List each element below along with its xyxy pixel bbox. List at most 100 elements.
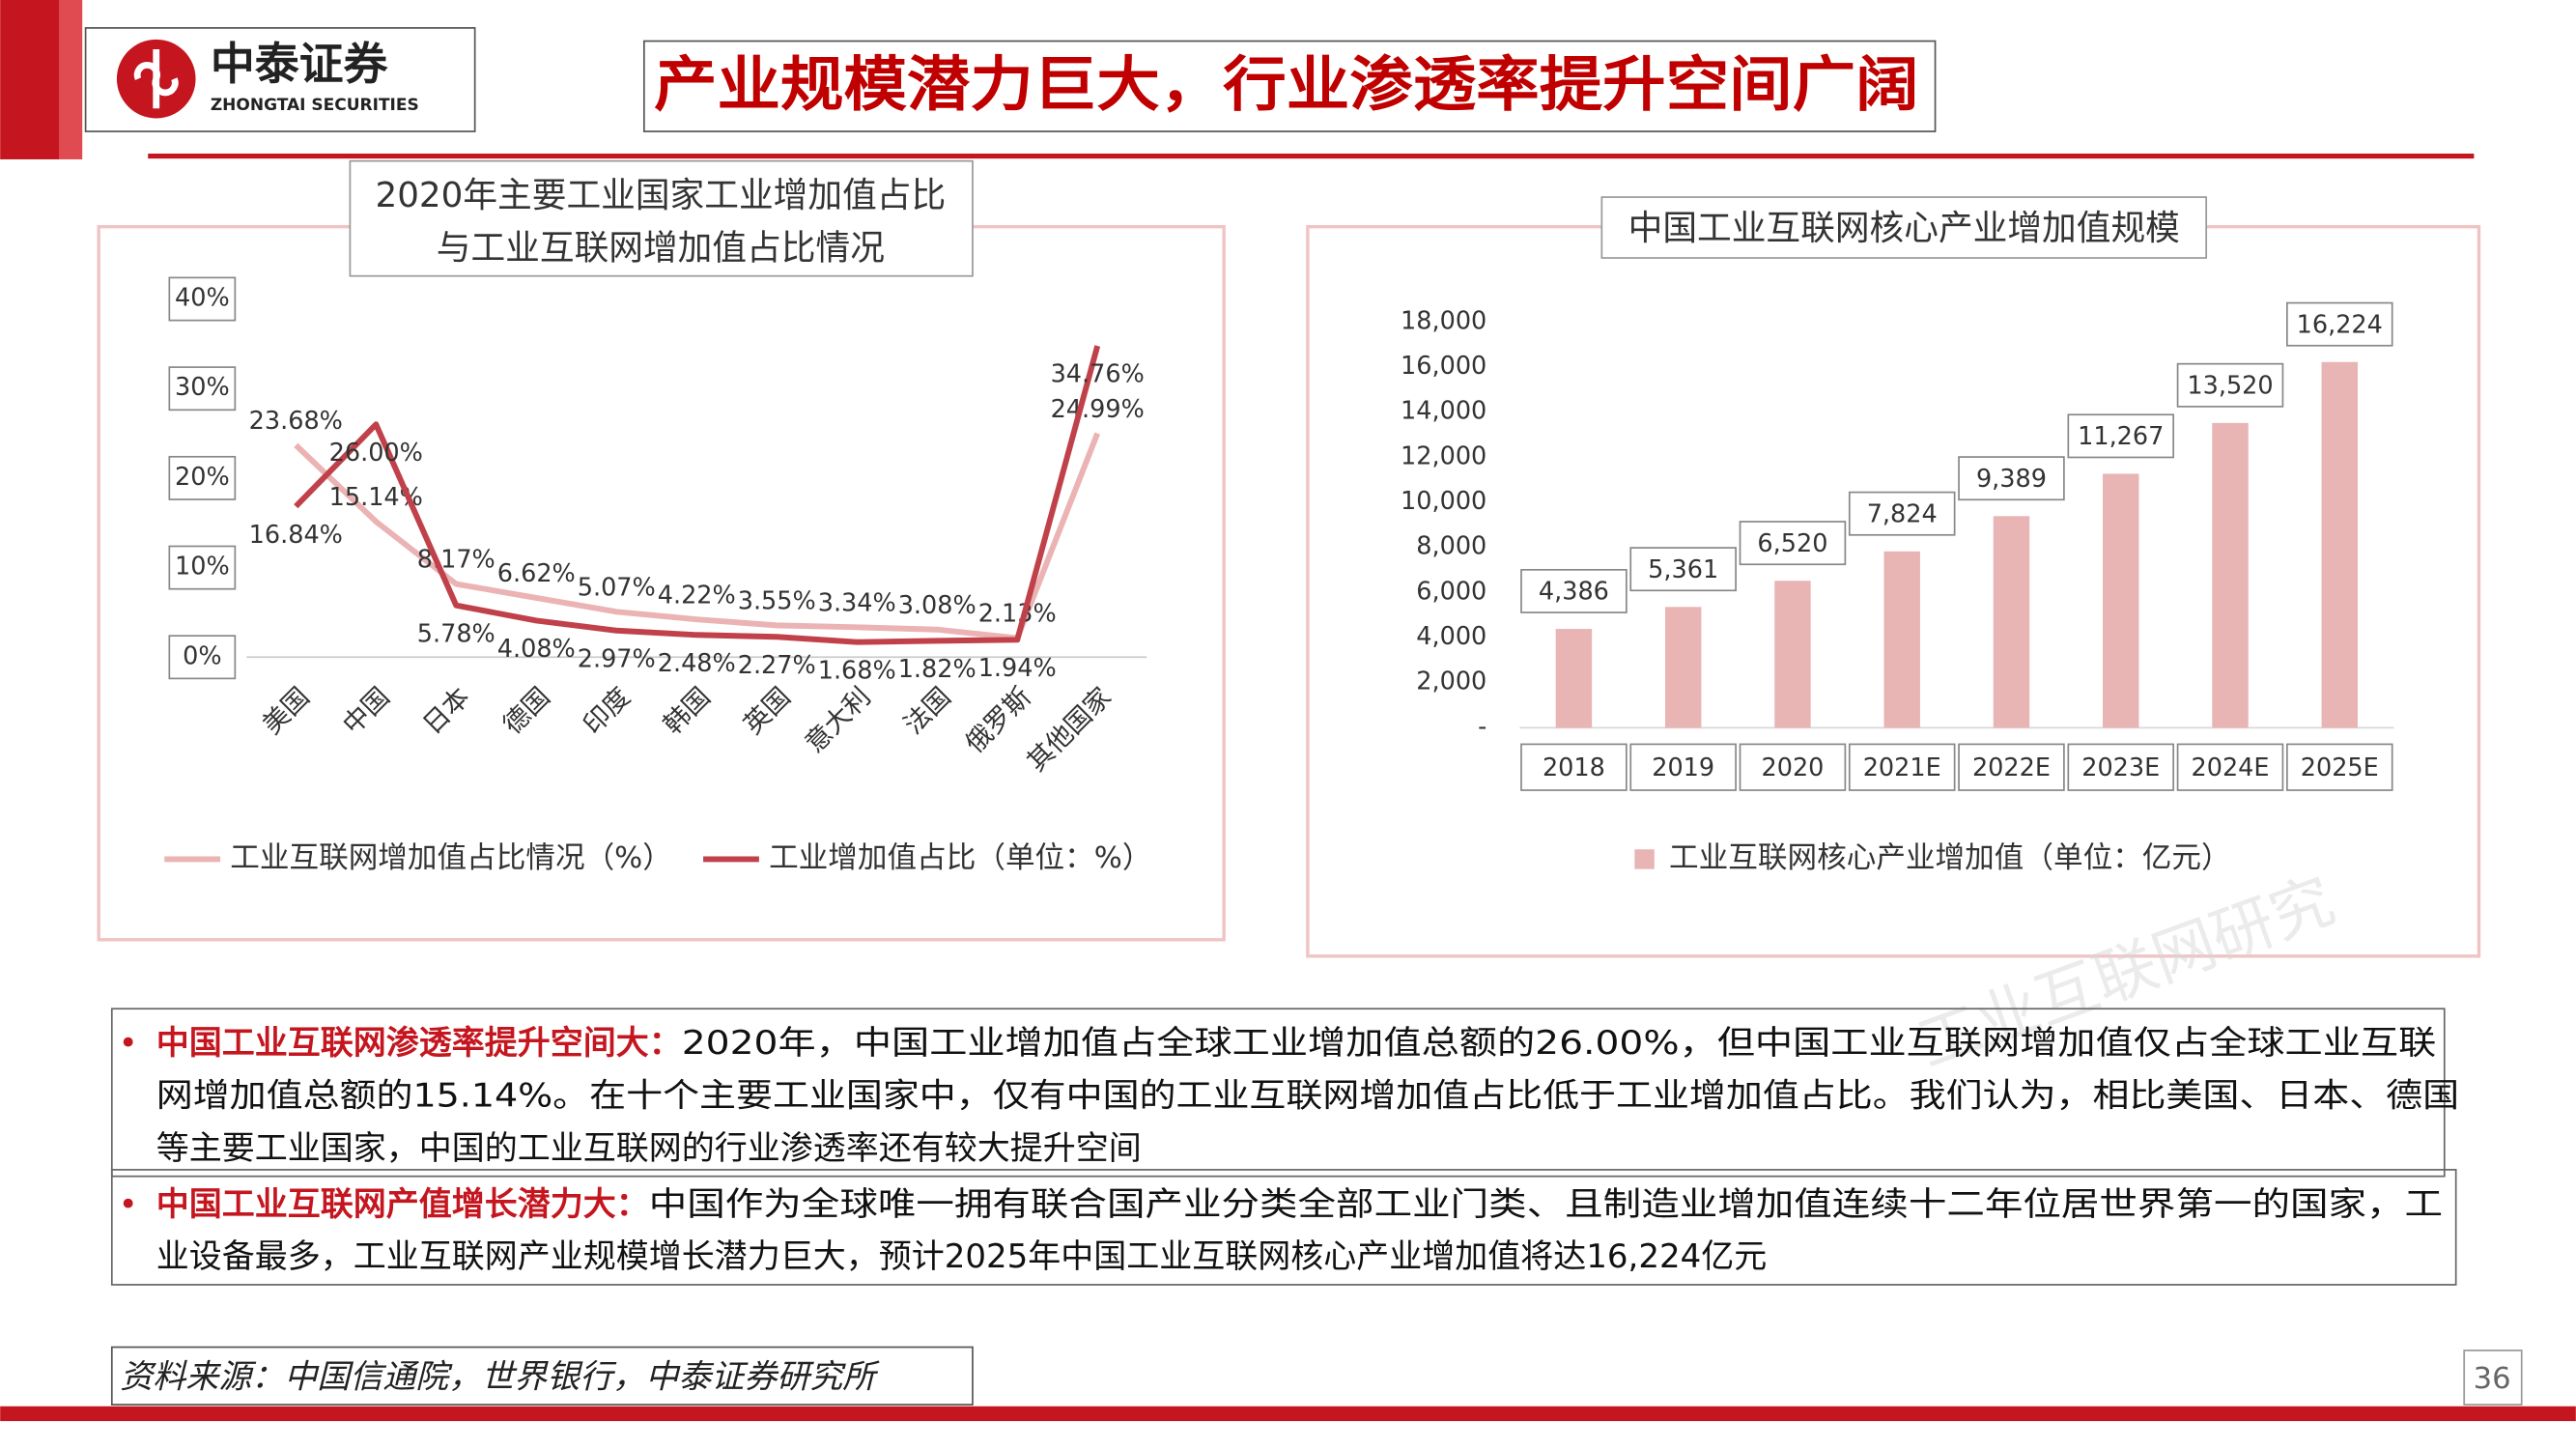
x-tick-label: 2019 xyxy=(1652,753,1714,782)
y-tick-label: 20% xyxy=(175,463,230,492)
data-label: 5,361 xyxy=(1648,555,1718,584)
data-label: 4,386 xyxy=(1539,578,1609,607)
page-number-box xyxy=(2463,1350,2523,1406)
bullet-text: 等主要工业国家，中国的工业互联网的行业渗透率还有较大提升空间 xyxy=(156,1129,1142,1168)
y-tick-label: 10,000 xyxy=(1401,487,1486,516)
bullet-heading: 中国工业互联网渗透率提升空间大： xyxy=(156,1024,682,1063)
bullet-text: 中国作为全球唯一拥有联合国产业分类全部工业门类、且制造业增加值连续十二年位居世界… xyxy=(649,1185,2443,1224)
x-tick-box xyxy=(1958,743,2065,791)
data-label: 11,267 xyxy=(2078,422,2164,451)
y-tick-box xyxy=(168,635,237,680)
x-tick-box xyxy=(1848,743,1956,791)
data-label-box xyxy=(2286,301,2393,347)
data-label: 34.76% xyxy=(1051,360,1145,389)
y-tick-label: - xyxy=(1478,712,1486,741)
x-tick-label: 2023E xyxy=(2081,753,2160,782)
data-label-box xyxy=(1520,568,1628,613)
data-label: 2.13% xyxy=(978,600,1057,629)
data-label: 24.99% xyxy=(1051,395,1145,424)
x-tick-box xyxy=(1520,743,1628,791)
x-tick-label: 2022E xyxy=(1972,753,2051,782)
data-label: 5.07% xyxy=(578,573,656,602)
data-label: 5.78% xyxy=(417,619,495,648)
data-label-box xyxy=(2176,362,2284,408)
legend-label: 工业增加值占比（单位：%） xyxy=(769,841,1151,875)
x-tick-box xyxy=(2176,743,2284,791)
x-tick-label: 2018 xyxy=(1543,753,1605,782)
data-label: 16.84% xyxy=(249,521,343,550)
series-line xyxy=(294,432,1100,641)
data-label: 6.62% xyxy=(497,559,576,588)
bullet-dot: • xyxy=(119,1024,138,1063)
data-label: 6,520 xyxy=(1757,529,1827,558)
bullet-text: 2020年，中国工业增加值占全球工业增加值总额的26.00%，但中国工业互联网增… xyxy=(682,1024,2437,1063)
bullet-heading: 中国工业互联网产值增长潜力大： xyxy=(156,1185,649,1224)
source-box xyxy=(110,1346,974,1406)
y-tick-label: 0% xyxy=(183,641,221,670)
data-label-box xyxy=(1848,491,1956,536)
data-label: 3.08% xyxy=(898,591,977,620)
x-tick-label: 2021E xyxy=(1863,753,1941,782)
data-label: 7,824 xyxy=(1867,499,1938,528)
data-label-box xyxy=(1739,521,1847,566)
x-tick-box xyxy=(2286,743,2393,791)
title-box xyxy=(642,40,1937,132)
data-label: 1.82% xyxy=(898,655,977,684)
bar xyxy=(1664,607,1702,728)
y-tick-box xyxy=(168,276,237,322)
data-label: 13,520 xyxy=(2187,371,2273,400)
bullet-text: 业设备最多，工业互联网产业规模增长潜力巨大，预计2025年中国工业互联网核心产业… xyxy=(156,1237,1768,1276)
legend-label: 工业互联网核心产业增加值（单位：亿元） xyxy=(1669,841,2231,875)
chart-title-box xyxy=(349,159,974,277)
y-tick-box xyxy=(168,455,237,500)
x-tick-label: 2020 xyxy=(1761,753,1824,782)
y-tick-label: 4,000 xyxy=(1416,622,1486,651)
legend-label: 工业互联网增加值占比情况（%） xyxy=(230,841,672,875)
y-tick-label: 14,000 xyxy=(1401,397,1486,426)
data-label: 1.68% xyxy=(818,656,896,685)
data-label-box xyxy=(1958,456,2065,501)
bar xyxy=(1883,551,1920,728)
y-tick-label: 18,000 xyxy=(1401,306,1486,335)
y-tick-label: 2,000 xyxy=(1416,668,1486,696)
y-tick-label: 6,000 xyxy=(1416,577,1486,606)
data-label: 16,224 xyxy=(2297,310,2383,339)
bullet-text: 网增加值总额的15.14%。在十个主要工业国家中，仅有中国的工业互联网增加值占比… xyxy=(156,1077,2459,1116)
charts: 0%10%20%30%40%美国 中国 日本 德国 印度 韩国 英国 意大利 法国 俄罗斯其他国家… xyxy=(164,276,2394,875)
header-bar xyxy=(0,0,60,159)
bullet-dot: • xyxy=(119,1185,138,1224)
y-tick-label: 10% xyxy=(175,553,230,582)
y-tick-label: 30% xyxy=(175,373,230,402)
data-label: 2.48% xyxy=(658,649,736,678)
x-tick-box xyxy=(2067,743,2175,791)
y-tick-label: 12,000 xyxy=(1401,441,1486,470)
logo-text: 中泰证券 xyxy=(211,38,389,90)
source: 资料来源：中国信通院，世界银行，中泰证券研究所 xyxy=(120,1357,880,1396)
bar xyxy=(2321,361,2358,728)
data-label: 9,389 xyxy=(1976,465,2047,494)
chart-title: 与工业互联网增加值占比情况 xyxy=(437,229,885,269)
text-box xyxy=(110,1169,2457,1286)
bar xyxy=(1555,629,1593,728)
data-label-box xyxy=(2067,413,2175,459)
x-tick-box xyxy=(1629,743,1737,791)
chart-title: 中国工业互联网核心产业增加值规模 xyxy=(1628,209,2180,248)
x-tick-box xyxy=(1739,743,1847,791)
data-label: 3.55% xyxy=(738,587,816,616)
chart-title-box xyxy=(1600,196,2208,259)
page-number: 36 xyxy=(2474,1362,2511,1396)
logo-text-en: ZHONGTAI SECURITIES xyxy=(211,96,419,115)
y-tick-box xyxy=(168,366,237,412)
footer-bar xyxy=(0,1406,2576,1422)
header-bar-accent xyxy=(59,0,83,159)
bar xyxy=(1774,581,1811,728)
data-label: 4.22% xyxy=(658,581,736,610)
series-line xyxy=(294,345,1101,645)
data-label-box xyxy=(1629,547,1737,592)
y-tick-label: 8,000 xyxy=(1416,532,1486,561)
legend-swatch xyxy=(1634,849,1655,869)
data-label: 4.08% xyxy=(497,635,576,664)
